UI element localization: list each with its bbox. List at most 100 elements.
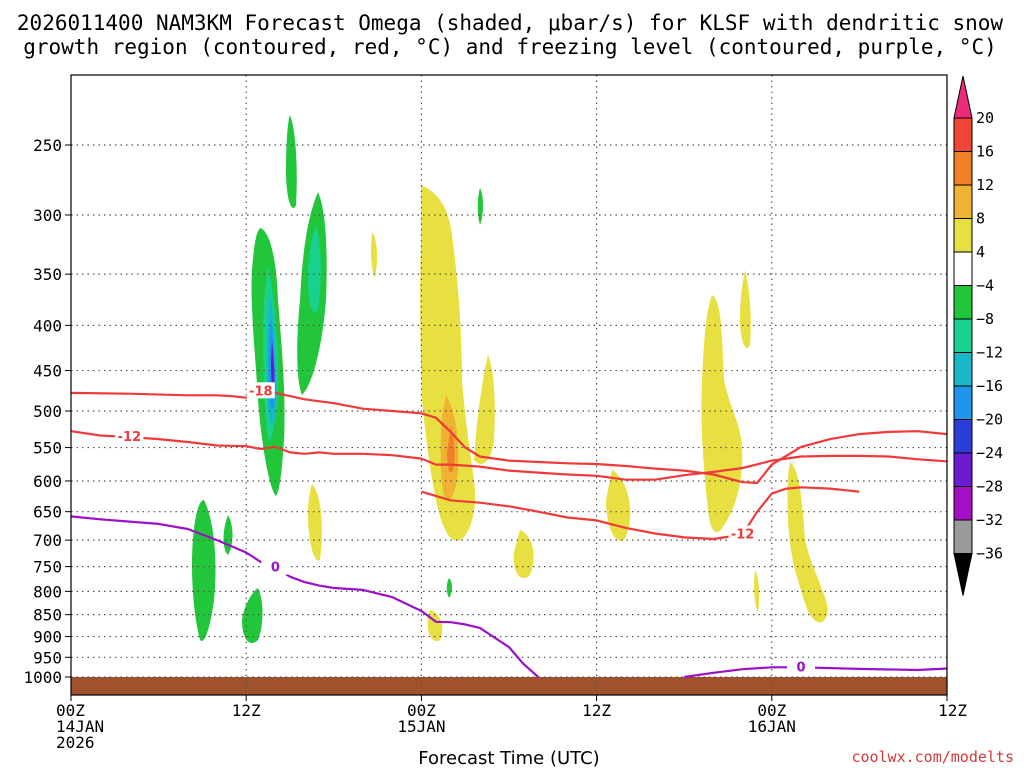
omega-shade-neg-right-core	[308, 225, 321, 314]
x-axis-label: Forecast Time (UTC)	[418, 748, 599, 768]
colorbar-label-2: 12	[976, 176, 994, 194]
contour-label-bg-2	[728, 525, 757, 542]
omega-shade-pos-lower	[787, 462, 828, 623]
y-tick-label-400: 400	[33, 316, 62, 335]
contour-label-3: 0	[271, 561, 280, 576]
colorbar-label-13: −36	[976, 545, 1003, 563]
y-tick-label-550: 550	[33, 439, 62, 458]
chart-title-line-1: 2026011400 NAM3KM Forecast Omega (shaded…	[17, 11, 1004, 35]
contour-0	[70, 390, 948, 484]
y-tick-label-700: 700	[33, 531, 62, 550]
colorbar-label-7: −12	[976, 344, 1003, 362]
colorbar-swatch-10	[953, 419, 973, 454]
omega-shade-pos-16jan	[701, 295, 743, 533]
colorbar-swatch-13	[953, 519, 973, 554]
contour-label-0: -18	[249, 384, 273, 399]
colorbar-swatch-4	[953, 218, 973, 253]
colorbar-label-12: −32	[976, 511, 1003, 529]
contour-label-2: -12	[731, 528, 755, 543]
omega-shade-neg-small-2	[446, 578, 452, 598]
omega-shade-neg-core-4	[271, 340, 275, 396]
y-tick-label-850: 850	[33, 606, 62, 625]
y-tick-label-350: 350	[33, 265, 62, 284]
colorbar-swatch-9	[953, 385, 973, 420]
y-tick-label-1000: 1000	[23, 668, 62, 687]
colorbar-label-6: −8	[976, 310, 994, 328]
contour-1	[70, 430, 948, 481]
colorbar-bottom-arrow	[953, 553, 973, 596]
x-tick-label-4-2: 16JAN	[748, 717, 796, 736]
y-tick-label-900: 900	[33, 628, 62, 647]
colorbar-label-9: −20	[976, 411, 1003, 429]
contour-label-bg-0	[246, 382, 275, 399]
colorbar-label-10: −24	[976, 444, 1003, 462]
contour-label-bg-1	[115, 427, 144, 444]
x-tick-label-5-1: 12Z	[938, 701, 967, 720]
colorbar-label-8: −16	[976, 377, 1003, 395]
omega-shade-pos-small-4	[606, 470, 631, 541]
omega-shade-pos-15jan-right	[474, 355, 495, 464]
contour-label-4: 0	[796, 660, 805, 675]
colorbar-swatch-2	[953, 151, 973, 186]
y-tick-label-650: 650	[33, 503, 62, 522]
x-tick-label-1-1: 12Z	[232, 701, 261, 720]
colorbar-swatch-5	[953, 251, 973, 286]
chart-title-line-2: growth region (contoured, red, °C) and f…	[23, 35, 997, 59]
x-tick-label-4-1: 00Z	[757, 701, 786, 720]
y-tick-label-450: 450	[33, 362, 62, 381]
plot-frame	[70, 74, 948, 696]
colorbar-label-5: −4	[976, 277, 994, 295]
omega-shade-pos-small-3	[513, 530, 534, 579]
x-tick-label-2-2: 15JAN	[397, 717, 445, 736]
ground-terrain	[71, 677, 947, 695]
colorbar-swatch-6	[953, 285, 973, 320]
y-tick-label-750: 750	[33, 558, 62, 577]
y-tick-label-950: 950	[33, 648, 62, 667]
y-tick-label-250: 250	[33, 136, 62, 155]
x-tick-label-0-1: 00Z	[56, 701, 85, 720]
colorbar-swatch-8	[953, 352, 973, 387]
omega-shade-pos-16jan-b	[740, 270, 751, 349]
colorbar-top-arrow	[953, 75, 973, 119]
colorbar-label-11: −28	[976, 478, 1003, 496]
colorbar: 20 16 12 8 4 −4 −8 −12 −16 −20 −24 −28 −32 −36	[953, 75, 1003, 596]
colorbar-swatch-12	[953, 486, 973, 521]
contour-label-1: -12	[118, 430, 142, 445]
contour-3	[70, 515, 539, 678]
contour-label-bg-4	[787, 658, 815, 675]
omega-shade-pos-small-2	[308, 484, 322, 561]
contour-2	[421, 486, 860, 541]
contour-lines: -18 -12 -12 0 0	[70, 382, 948, 679]
colorbar-label-4: 4	[976, 243, 985, 261]
y-axis-ticks: 250 300 350 400 450 500 550 600 650 700 750 800 850 9…	[23, 136, 71, 687]
y-tick-label-300: 300	[33, 206, 62, 225]
colorbar-swatch-3	[953, 184, 973, 219]
omega-shade-neg-upper	[286, 115, 297, 209]
credit-text: coolwx.com/modelts	[851, 748, 1014, 766]
y-tick-label-800: 800	[33, 582, 62, 601]
omega-shading	[192, 115, 828, 644]
colorbar-swatch-11	[953, 452, 973, 487]
y-tick-label-500: 500	[33, 402, 62, 421]
x-tick-label-3-1: 12Z	[582, 701, 611, 720]
x-tick-label-0-2: 14JAN	[56, 717, 104, 736]
omega-shade-pos-small-6	[754, 570, 760, 612]
omega-shade-neg-small-1	[477, 188, 483, 225]
colorbar-label-3: 8	[976, 210, 985, 228]
contour-4	[684, 666, 948, 679]
colorbar-swatch-7	[953, 318, 973, 353]
y-tick-label-600: 600	[33, 472, 62, 491]
omega-shade-neg-lower-3	[242, 588, 263, 644]
contour-label-bg-3	[261, 558, 290, 575]
x-tick-label-2-1: 00Z	[407, 701, 436, 720]
x-tick-label-0-3: 2026	[56, 733, 95, 752]
colorbar-label-1: 16	[976, 143, 994, 161]
colorbar-label-0: 20	[976, 109, 994, 127]
omega-shade-pos-15jan-peak	[447, 425, 455, 473]
colorbar-swatch-1	[953, 117, 973, 152]
omega-shade-pos-small-1	[371, 232, 377, 278]
omega-shade-neg-lower-2	[223, 515, 233, 555]
omega-shade-neg-lower-1	[192, 500, 216, 641]
